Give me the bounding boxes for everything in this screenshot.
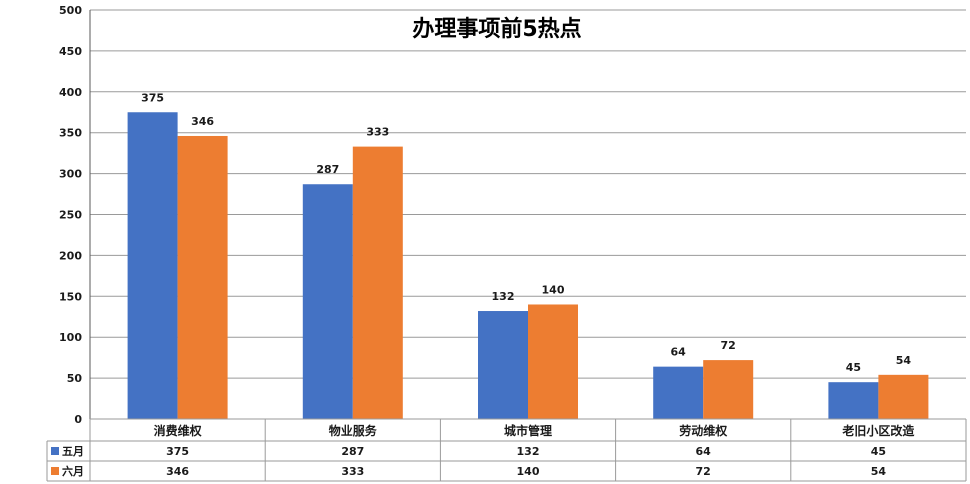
data-label: 140 bbox=[542, 283, 565, 296]
bars bbox=[127, 112, 929, 420]
data-label: 375 bbox=[141, 91, 164, 104]
legend-swatch bbox=[51, 467, 59, 475]
table-cell: 54 bbox=[871, 465, 887, 478]
y-tick-label: 450 bbox=[59, 45, 82, 58]
table-cell: 287 bbox=[341, 445, 364, 458]
x-tick-label: 城市管理 bbox=[504, 423, 552, 438]
bar-五月-物业服务 bbox=[302, 184, 353, 419]
table-cell: 132 bbox=[517, 445, 540, 458]
y-tick-label: 500 bbox=[59, 4, 82, 17]
table-cell: 64 bbox=[696, 445, 712, 458]
bar-五月-城市管理 bbox=[478, 311, 528, 419]
y-tick-label: 400 bbox=[59, 86, 82, 99]
table-cell: 375 bbox=[166, 445, 189, 458]
data-label: 333 bbox=[366, 126, 389, 139]
x-tick-label: 物业服务 bbox=[329, 423, 378, 438]
table-cell: 346 bbox=[166, 465, 189, 478]
gridlines bbox=[90, 9, 966, 420]
legend-entry: 六月 bbox=[62, 464, 84, 478]
y-tick-label: 150 bbox=[59, 290, 82, 303]
data-label: 346 bbox=[191, 115, 214, 128]
y-tick-label: 300 bbox=[59, 168, 82, 181]
table-cell: 333 bbox=[341, 465, 364, 478]
y-tick-label: 100 bbox=[59, 331, 82, 344]
y-tick-label: 0 bbox=[74, 413, 82, 426]
y-tick-label: 50 bbox=[67, 372, 83, 385]
legend-swatch bbox=[51, 447, 59, 455]
data-label: 287 bbox=[316, 163, 339, 176]
bar-六月-物业服务 bbox=[352, 146, 403, 419]
chart-title: 办理事项前5热点 bbox=[412, 16, 581, 42]
bar-五月-老旧小区改造 bbox=[828, 382, 879, 419]
y-tick-label: 200 bbox=[59, 249, 82, 262]
bar-五月-消费维权 bbox=[127, 112, 178, 419]
bar-六月-城市管理 bbox=[528, 304, 578, 419]
table-cell: 72 bbox=[696, 465, 711, 478]
x-tick-label: 消费维权 bbox=[154, 423, 203, 438]
bar-六月-老旧小区改造 bbox=[878, 374, 929, 419]
y-tick-label: 250 bbox=[59, 209, 82, 222]
x-tick-label: 老旧小区改造 bbox=[842, 423, 915, 438]
table-cell: 45 bbox=[871, 445, 886, 458]
bar-六月-消费维权 bbox=[177, 135, 228, 420]
legend-entry: 五月 bbox=[62, 445, 84, 458]
y-tick-label: 350 bbox=[59, 127, 82, 140]
bar-六月-劳动维权 bbox=[703, 360, 754, 419]
table-cell: 140 bbox=[517, 465, 540, 478]
bar-五月-劳动维权 bbox=[653, 366, 704, 419]
x-tick-label: 劳动维权 bbox=[679, 423, 728, 438]
data-label: 132 bbox=[492, 290, 515, 303]
data-label: 54 bbox=[896, 354, 912, 367]
data-label: 64 bbox=[671, 346, 687, 359]
data-labels: 375 346 287 333 132 140 64 72 45 54 bbox=[141, 91, 911, 374]
y-axis: 0 50 100 150 200 250 300 350 400 450 500 bbox=[59, 4, 91, 481]
data-label: 45 bbox=[846, 361, 861, 374]
data-label: 72 bbox=[721, 339, 736, 352]
